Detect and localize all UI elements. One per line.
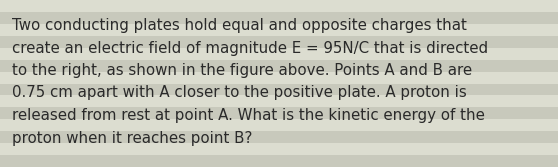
Text: Two conducting plates hold equal and opposite charges that: Two conducting plates hold equal and opp… xyxy=(12,18,467,33)
Bar xyxy=(0,24,558,36)
Bar xyxy=(0,0,558,12)
Bar xyxy=(0,60,558,72)
Text: create an electric field of magnitude E = 95N/C that is directed: create an electric field of magnitude E … xyxy=(12,41,488,55)
Bar xyxy=(0,48,558,60)
Bar xyxy=(0,12,558,24)
Text: proton when it reaches point B?: proton when it reaches point B? xyxy=(12,130,252,145)
Bar xyxy=(0,107,558,119)
Bar xyxy=(0,84,558,95)
Bar xyxy=(0,143,558,155)
Bar xyxy=(0,95,558,107)
Text: 0.75 cm apart with A closer to the positive plate. A proton is: 0.75 cm apart with A closer to the posit… xyxy=(12,86,466,101)
Bar xyxy=(0,155,558,167)
Bar xyxy=(0,131,558,143)
Text: released from rest at point A. What is the kinetic energy of the: released from rest at point A. What is t… xyxy=(12,108,485,123)
Bar xyxy=(0,36,558,48)
Bar xyxy=(0,72,558,84)
Bar xyxy=(0,119,558,131)
Text: to the right, as shown in the figure above. Points A and B are: to the right, as shown in the figure abo… xyxy=(12,63,472,78)
